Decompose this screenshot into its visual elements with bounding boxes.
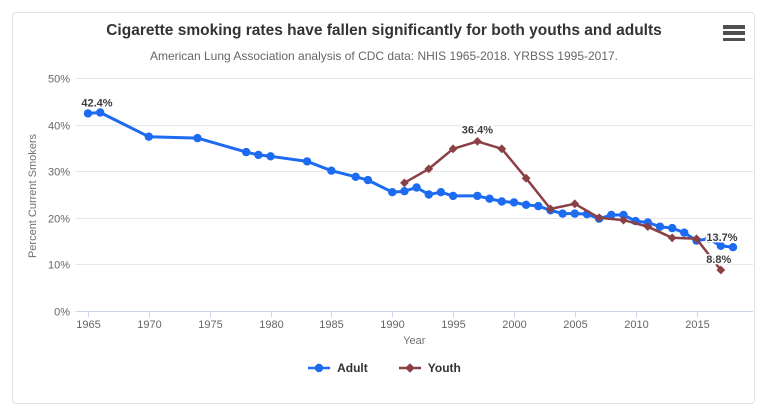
adult-data-point[interactable] [412, 183, 421, 192]
x-axis-tick-label: 1990 [380, 319, 404, 331]
adult-data-point[interactable] [509, 198, 519, 207]
adult-data-point[interactable] [448, 191, 458, 201]
adult-data-point[interactable] [363, 175, 373, 185]
hamburger-menu-icon[interactable] [723, 25, 747, 41]
youth-data-point[interactable] [570, 199, 580, 209]
x-axis-title: Year [403, 335, 426, 347]
youth-data-point[interactable] [594, 213, 604, 223]
adult-data-point[interactable] [473, 191, 482, 201]
menu-bar [723, 31, 745, 35]
x-axis-tick-label: 2000 [502, 319, 526, 331]
x-axis-tick-label: 2010 [624, 319, 648, 331]
y-axis-tick-label: 0% [54, 307, 70, 319]
adult-data-point[interactable] [534, 201, 543, 211]
adult-data-point[interactable] [96, 108, 105, 117]
adult-data-point[interactable] [521, 200, 531, 209]
adult-data-point[interactable] [436, 188, 446, 197]
y-axis-title: Percent Current Smokers [27, 133, 39, 258]
data-point-label: 42.4% [81, 97, 112, 109]
x-axis-tick-label: 1970 [137, 319, 161, 331]
data-point-label: 36.4% [462, 124, 493, 136]
x-axis-tick-label: 2005 [563, 319, 587, 331]
x-axis-tick-label: 1965 [76, 319, 100, 331]
adult-data-point[interactable] [607, 210, 616, 220]
x-axis-tick-label: 1980 [259, 319, 283, 331]
adult-data-point[interactable] [351, 172, 360, 181]
legend-item-youth[interactable]: Youth [398, 361, 461, 375]
y-axis-tick-label: 30% [48, 167, 70, 179]
x-axis-tick-label: 1995 [441, 319, 465, 331]
adult-data-point[interactable] [716, 241, 725, 250]
youth-data-point[interactable] [424, 164, 434, 174]
adult-data-point[interactable] [485, 194, 494, 203]
data-point-label: 13.7% [706, 232, 737, 244]
youth-data-point[interactable] [473, 136, 482, 146]
youth-data-point[interactable] [692, 234, 701, 244]
adult-data-point[interactable] [619, 210, 628, 220]
legend-label-youth: Youth [427, 361, 461, 375]
adult-legend-marker-icon [308, 363, 331, 373]
adult-data-point[interactable] [254, 150, 263, 160]
youth-data-point[interactable] [619, 215, 628, 225]
youth-data-point[interactable] [667, 233, 677, 243]
menu-bar [723, 25, 745, 29]
adult-data-point[interactable] [655, 222, 665, 231]
adult-data-point[interactable] [424, 190, 433, 199]
adult-data-point[interactable] [558, 209, 567, 218]
youth-data-point[interactable] [448, 144, 458, 154]
adult-data-point[interactable] [570, 209, 579, 218]
chart-legend: Adult Youth [0, 361, 768, 375]
x-axis-tick-label: 1975 [198, 319, 222, 331]
adult-data-point[interactable] [400, 187, 409, 196]
y-axis-tick-label: 10% [48, 260, 70, 272]
youth-data-point[interactable] [643, 222, 653, 232]
adult-data-point[interactable] [668, 223, 677, 233]
y-axis-tick-label: 50% [48, 74, 70, 86]
youth-legend-marker-icon [398, 363, 421, 373]
adult-data-point[interactable] [144, 132, 153, 141]
adult-data-point[interactable] [704, 234, 713, 243]
adult-data-point[interactable] [388, 188, 397, 197]
adult-data-point[interactable] [680, 228, 689, 237]
adult-data-point[interactable] [242, 147, 251, 157]
legend-item-adult[interactable]: Adult [307, 361, 368, 375]
chart-subtitle: American Lung Association analysis of CD… [149, 49, 619, 63]
menu-bar [723, 37, 745, 41]
x-axis-tick-label: 2015 [685, 319, 709, 331]
adult-data-point[interactable] [327, 166, 336, 175]
y-axis-tick-label: 40% [48, 121, 70, 133]
youth-data-point[interactable] [521, 173, 531, 183]
youth-data-point[interactable] [546, 204, 555, 214]
chart-title: Cigarette smoking rates have fallen sign… [106, 22, 662, 39]
adult-data-point[interactable] [193, 133, 202, 143]
adult-data-point[interactable] [83, 109, 93, 118]
youth-data-point[interactable] [497, 144, 507, 154]
adult-data-point[interactable] [497, 197, 506, 206]
youth-data-point[interactable] [716, 265, 726, 275]
youth-data-point[interactable] [400, 178, 409, 188]
adult-data-point[interactable] [302, 157, 312, 166]
legend-label-adult: Adult [337, 361, 368, 375]
adult-data-point[interactable] [266, 152, 275, 161]
chart-card [12, 12, 755, 404]
y-axis-tick-label: 20% [48, 214, 70, 226]
youth-series-line [403, 140, 723, 272]
adult-data-point[interactable] [728, 243, 738, 252]
data-point-label: 8.8% [706, 254, 731, 266]
x-axis-tick-label: 1985 [319, 319, 343, 331]
